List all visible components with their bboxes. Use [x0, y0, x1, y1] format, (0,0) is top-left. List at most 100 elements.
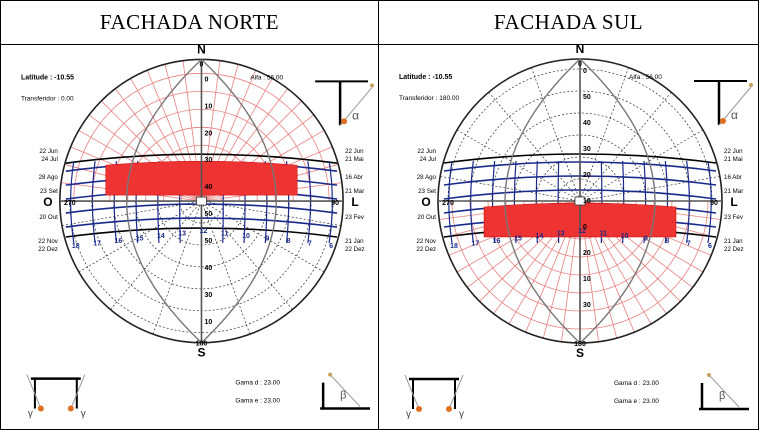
date-label-left: 24 Jul [41, 156, 57, 163]
compass-west: O [421, 195, 430, 209]
altitude-circle [491, 112, 669, 202]
date-label-right: 21 Mai [724, 156, 743, 163]
date-label-left: 23 Set [40, 188, 58, 195]
compass-north: N [576, 45, 585, 56]
hour-label: 12 [578, 228, 586, 235]
altitude-label: 30 [204, 292, 212, 299]
date-label-left: 22 Nov [416, 238, 437, 245]
date-label-right: 22 Jun [724, 148, 743, 155]
hour-label: 8 [665, 238, 669, 245]
date-label-left: 28 Ago [39, 174, 59, 181]
compass-west-degrees: 270 [442, 200, 454, 207]
hour-label: 13 [557, 231, 565, 238]
date-label-left: 28 Ago [417, 174, 437, 181]
compass-east-degrees: 90 [331, 200, 339, 207]
icon-stroke [404, 374, 420, 410]
panel-fachada-norte: FACHADA NORTE Latitude : -10.55 Transferi… [0, 0, 379, 430]
date-label-right: 22 Dez [724, 246, 744, 253]
compass-north-degrees: 0 [200, 61, 204, 68]
hour-label: 17 [93, 240, 101, 247]
compass-east: L [351, 195, 358, 209]
alpha-angle-icon: α [315, 80, 375, 126]
hour-line [307, 161, 312, 244]
compass-south-degrees: 180 [196, 341, 208, 348]
hour-label: 15 [136, 235, 144, 242]
sun-dot-icon [328, 372, 333, 377]
altitude-label: 10 [583, 198, 591, 205]
azimuth-line [152, 200, 202, 335]
hour-label: 11 [600, 231, 608, 238]
beta-angle-icon: β [699, 373, 749, 411]
sun-path-diagram: Latitude : -10.55 Transferidor : 0.00 Alfa… [21, 45, 375, 420]
hour-label: 11 [221, 231, 228, 238]
altitude-circle [557, 178, 603, 202]
meridian-arc [579, 58, 656, 344]
hour-label: 15 [514, 236, 522, 243]
compass-north-degrees: 0 [578, 61, 582, 68]
compass-east-degrees: 90 [710, 200, 718, 207]
meridian-arc [504, 58, 581, 344]
alpha-symbol: α [352, 108, 359, 122]
center-marker [196, 196, 207, 206]
date-label-left: 22 Jun [39, 148, 58, 155]
date-label-left: 22 Dez [38, 246, 58, 253]
date-label-right: 16 Abr [724, 174, 742, 181]
observer-dot-icon [446, 406, 452, 412]
latitude-label: Latitude : -10.55 [399, 74, 452, 81]
azimuth-line [488, 91, 581, 202]
hour-label: 9 [644, 236, 648, 243]
date-label-left: 23 Set [418, 188, 436, 195]
hour-label: 14 [157, 233, 165, 240]
hour-label: 8 [287, 238, 291, 245]
date-label-left: 20 Out [417, 214, 436, 221]
altitude-label: 20 [583, 250, 591, 257]
hour-label: 6 [329, 243, 333, 250]
transferidor-label: Transferidor : 0.00 [21, 95, 74, 102]
hour-label: 13 [178, 231, 186, 238]
date-label-right: 21 Mar [345, 188, 364, 195]
azimuth-line [531, 67, 581, 202]
altitude-label: 10 [204, 103, 212, 110]
date-label-right: 16 Abr [345, 174, 363, 181]
azimuth-line [579, 91, 672, 202]
beta-symbol: β [340, 390, 346, 402]
beta-symbol: β [719, 390, 725, 402]
compass-north: N [197, 45, 206, 56]
altitude-label: 20 [204, 130, 212, 137]
date-label-right: 21 Jan [724, 238, 743, 245]
altitude-label: 20 [583, 172, 591, 179]
altitude-circle [113, 201, 290, 290]
compass-west-degrees: 270 [64, 200, 76, 207]
date-label-right: 21 Mar [724, 188, 743, 195]
altitude-label: 50 [204, 211, 212, 218]
compass-south: S [576, 346, 584, 360]
altitude-label: 10 [583, 276, 591, 283]
sun-dot-icon [707, 373, 711, 377]
altitude-label: 50 [583, 94, 591, 101]
altitude-label: 30 [583, 302, 591, 309]
date-label-left: 24 Jul [419, 156, 436, 163]
hour-label: 7 [308, 240, 312, 247]
hour-label: 16 [114, 238, 122, 245]
latitude-label: Latitude : -10.55 [21, 74, 74, 81]
hour-label: 10 [621, 233, 629, 240]
gamma-symbol-left: γ [406, 409, 411, 420]
azimuth-line [579, 67, 629, 202]
compass-south-degrees: 180 [574, 341, 586, 348]
altitude-label: 10 [204, 319, 212, 326]
date-label-left: 22 Dez [416, 246, 436, 253]
gamma-symbol-left: γ [28, 409, 33, 420]
hour-label: 17 [471, 241, 479, 248]
date-label-left: 20 Out [39, 214, 58, 221]
hour-label: 12 [200, 228, 208, 235]
hour-label: 7 [687, 241, 691, 248]
compass-south: S [197, 346, 205, 360]
altitude-label: 50 [204, 238, 212, 245]
observer-dot-icon [416, 406, 422, 412]
transferidor-label: Transferidor : 180.00 [399, 95, 459, 102]
hour-line [91, 161, 96, 244]
compass-west: O [43, 195, 52, 209]
gama-e-label: Gama e : 23.00 [235, 398, 280, 405]
